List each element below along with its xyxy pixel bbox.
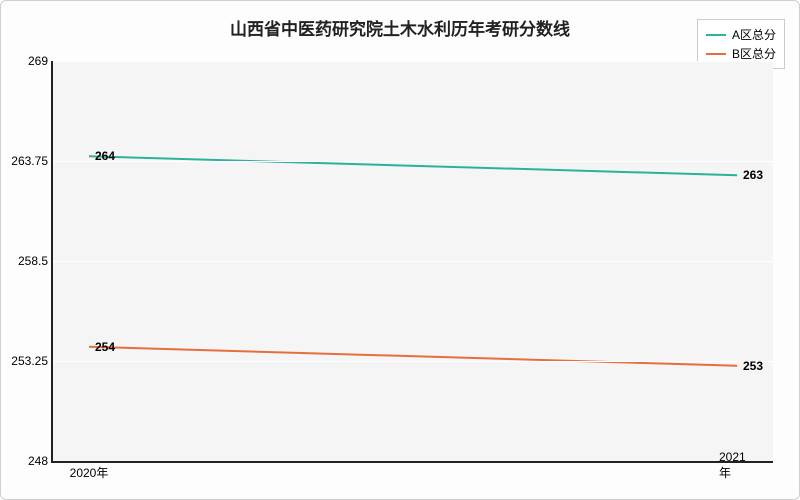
grid-line [53,61,773,62]
data-label: 263 [743,168,763,182]
y-tick-label: 269 [8,54,48,68]
y-tick-label: 263.75 [8,154,48,168]
series-line [89,156,737,175]
data-label: 254 [95,340,115,354]
chart-title: 山西省中医药研究院土木水利历年考研分数线 [1,15,799,40]
grid-line [53,361,773,362]
legend-line-b [706,53,726,55]
legend-label-b: B区总分 [732,45,776,62]
chart-container: 山西省中医药研究院土木水利历年考研分数线 A区总分 B区总分 248 253.25… [0,0,800,500]
data-label: 264 [95,149,115,163]
grid-line [53,261,773,262]
x-tick-label: 2021年 [719,450,755,481]
data-label: 253 [743,359,763,373]
y-tick-label: 258.5 [8,254,48,268]
legend-label-a: A区总分 [732,26,776,43]
series-line [89,347,737,366]
plot-area: 248253.25258.5263.752692020年2021年2642632… [51,61,773,463]
y-tick-label: 253.25 [8,354,48,368]
y-tick-label: 248 [8,454,48,468]
legend-line-a [706,34,726,36]
x-tick-label: 2020年 [70,464,109,481]
grid-line [53,161,773,162]
legend-item-b: B区总分 [706,45,776,62]
legend-item-a: A区总分 [706,26,776,43]
